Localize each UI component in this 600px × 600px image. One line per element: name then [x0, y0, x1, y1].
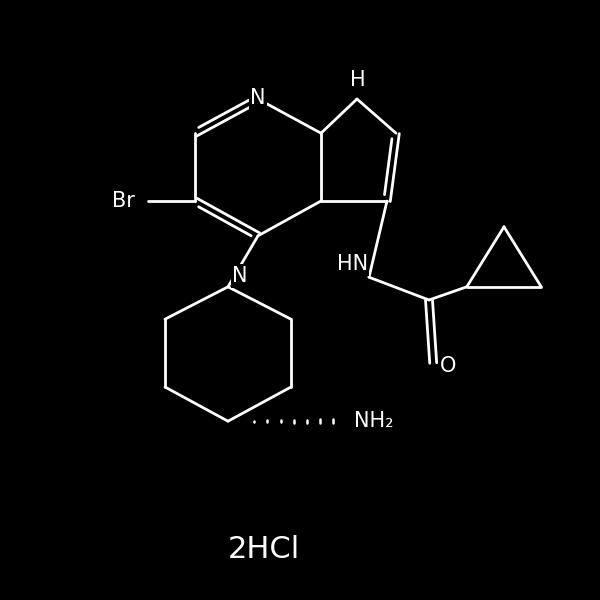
- Text: O: O: [440, 356, 457, 376]
- Text: N: N: [250, 88, 266, 109]
- Text: H: H: [350, 70, 366, 90]
- Text: Br: Br: [112, 191, 134, 211]
- Text: N: N: [232, 266, 248, 286]
- Text: HN: HN: [337, 254, 368, 274]
- Text: NH₂: NH₂: [354, 411, 394, 431]
- Text: 2HCl: 2HCl: [228, 535, 300, 563]
